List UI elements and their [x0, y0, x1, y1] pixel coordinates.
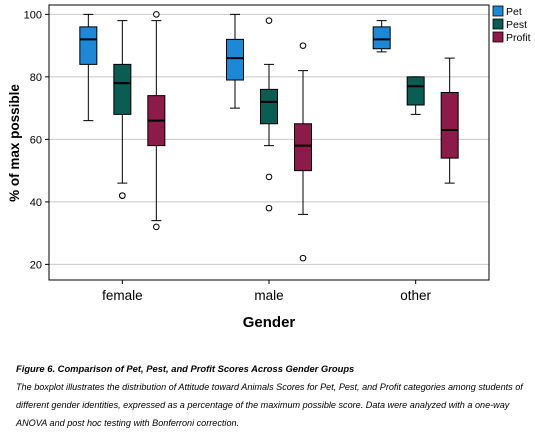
- box-iqr: [372, 26, 391, 50]
- box-pest-female: [113, 20, 132, 199]
- legend-label-pest: Pest: [506, 19, 527, 31]
- x-tick-label: other: [400, 288, 431, 303]
- figure-caption-body: The boxplot illustrates the distribution…: [16, 382, 523, 428]
- x-axis-label: Gender: [243, 314, 296, 331]
- y-tick-label: 80: [30, 72, 42, 84]
- box-pet-other: [372, 20, 391, 53]
- box-iqr: [406, 76, 425, 106]
- figure-caption-title: Figure 6. Comparison of Pet, Pest, and P…: [16, 363, 355, 374]
- box-iqr: [440, 92, 459, 159]
- box-iqr: [294, 123, 312, 172]
- outlier-point: [265, 17, 273, 24]
- box-iqr: [79, 26, 98, 65]
- box-iqr: [226, 38, 244, 81]
- x-axis-ticks: female male other: [102, 280, 432, 303]
- box-profit-other: [440, 57, 459, 184]
- box-pet-male: [226, 13, 244, 109]
- legend-label-profit: Profit: [506, 32, 531, 44]
- y-tick-label: 40: [30, 197, 42, 209]
- legend-label-pet: Pet: [506, 6, 522, 18]
- y-axis-label: % of max possible: [7, 84, 22, 202]
- legend-swatch-pet: [492, 5, 504, 17]
- legend-swatch-profit: [492, 31, 504, 43]
- box-pet-female: [79, 13, 98, 122]
- box-series: [79, 11, 459, 262]
- y-axis-ticks: 20 40 60 80 100: [24, 9, 49, 271]
- y-tick-label: 60: [30, 134, 42, 146]
- legend-swatch-pest: [492, 18, 504, 30]
- outlier-point: [119, 192, 126, 199]
- box-profit-male: [294, 42, 312, 262]
- outlier-point: [265, 173, 273, 181]
- x-tick-label: female: [102, 288, 143, 303]
- box-pest-male: [260, 17, 278, 212]
- y-tick-label: 20: [30, 259, 42, 271]
- box-iqr: [260, 88, 278, 125]
- box-profit-female: [147, 11, 166, 231]
- boxplot-chart: 20 40 60 80 100 female male other % of max pos…: [7, 4, 531, 331]
- outlier-point: [299, 42, 307, 49]
- outlier-point: [265, 204, 273, 212]
- outlier-point: [299, 254, 307, 262]
- box-pest-other: [406, 76, 425, 115]
- y-tick-label: 100: [24, 9, 42, 21]
- outlier-point: [153, 11, 160, 18]
- box-iqr: [113, 63, 132, 115]
- x-tick-label: male: [254, 288, 283, 303]
- outlier-point: [153, 223, 160, 231]
